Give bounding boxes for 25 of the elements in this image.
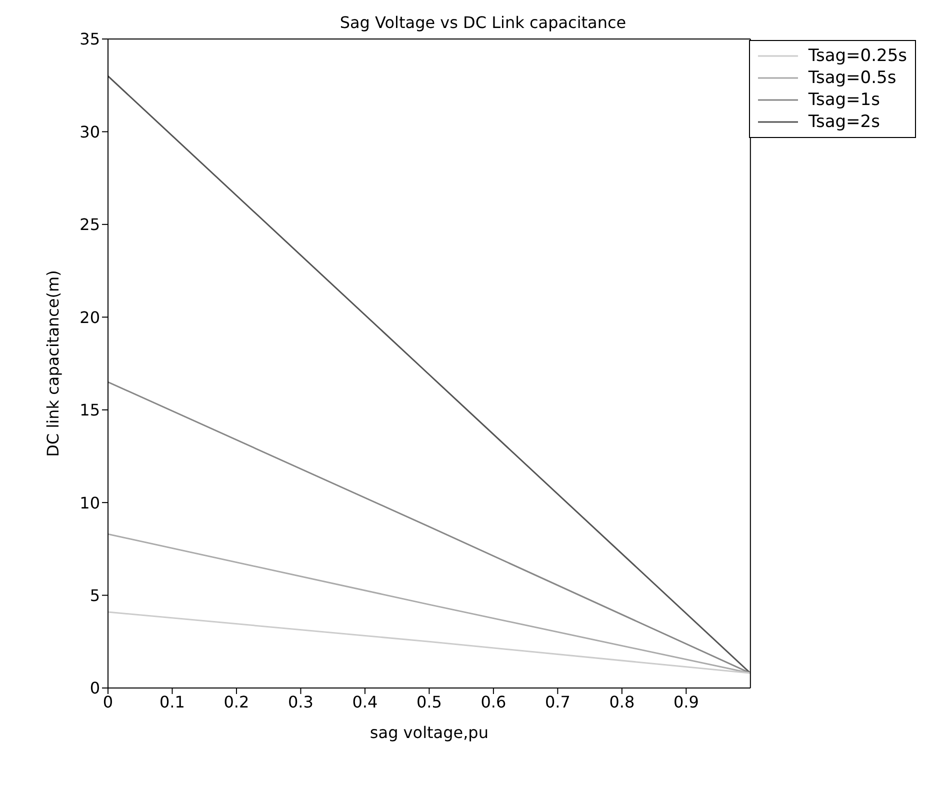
y-tick-label: 0 — [90, 678, 100, 698]
y-tick-label: 25 — [80, 215, 100, 234]
y-tick-label: 35 — [80, 30, 100, 49]
y-tick-label: 20 — [80, 308, 100, 327]
x-axis-title: sag voltage,pu — [370, 723, 488, 742]
x-tick-label: 0.6 — [480, 692, 506, 712]
x-tick-label: 0.3 — [288, 692, 314, 712]
y-axis-title: DC link capacitance(m) — [44, 270, 63, 457]
x-tick-label: 0.7 — [544, 692, 570, 712]
x-tick-label: 0.9 — [673, 692, 699, 712]
y-tick-label: 10 — [80, 493, 100, 512]
legend-label: Tsag=2s — [808, 111, 880, 133]
legend-label: Tsag=0.5s — [808, 67, 896, 89]
x-tick-label: 0.8 — [609, 692, 635, 712]
legend-label: Tsag=0.25s — [808, 45, 907, 67]
y-tick-label: 30 — [80, 122, 100, 142]
legend-label: Tsag=1s — [808, 89, 880, 111]
x-tick-label: 0 — [102, 692, 114, 712]
y-tick-label: 5 — [90, 586, 100, 605]
x-tick-label: 0.2 — [224, 692, 250, 712]
x-tick-label: 0.1 — [160, 692, 185, 712]
chart-title: Sag Voltage vs DC Link capacitance — [340, 13, 626, 32]
y-tick-label: 15 — [80, 400, 100, 420]
x-tick-label: 0.5 — [416, 692, 442, 712]
x-tick-label: 0.4 — [352, 692, 378, 712]
